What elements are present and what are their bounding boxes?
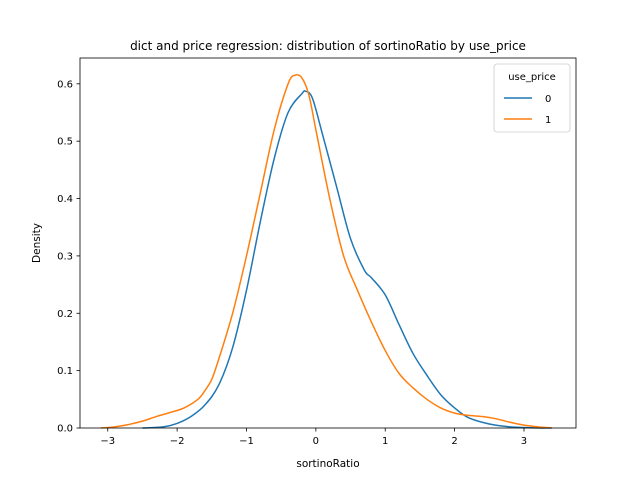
x-tick-label: −3	[100, 436, 115, 447]
x-tick-label: −1	[239, 436, 254, 447]
series-line-0	[142, 89, 552, 429]
plot-frame	[79, 57, 577, 429]
x-tick-label: 1	[382, 436, 388, 447]
x-axis-label: sortinoRatio	[296, 458, 359, 470]
chart-title: dict and price regression: distribution …	[130, 39, 526, 53]
x-tick-label: 2	[451, 436, 457, 447]
y-tick-label: 0.1	[57, 366, 73, 377]
y-tick-label: 0.4	[57, 194, 73, 205]
x-tick-label: 3	[521, 436, 527, 447]
y-tick-label: 0.5	[57, 137, 73, 148]
legend-label-1: 1	[545, 115, 551, 126]
y-axis-ticks: 0.0 0.1 0.2 0.3 0.4 0.5 0.6	[57, 79, 80, 435]
legend: use_price 0 1	[493, 63, 571, 133]
x-tick-label: −2	[170, 436, 185, 447]
series-line-1	[100, 74, 552, 429]
x-tick-label: 0	[313, 436, 319, 447]
legend-title: use_price	[508, 72, 556, 83]
y-axis-label: Density	[31, 223, 43, 263]
y-tick-label: 0.2	[57, 309, 73, 320]
y-tick-label: 0.0	[57, 424, 73, 435]
y-tick-label: 0.3	[57, 251, 73, 262]
plot-lines	[100, 74, 552, 429]
legend-label-0: 0	[545, 94, 551, 105]
y-tick-label: 0.6	[57, 79, 73, 90]
x-axis-ticks: −3 −2 −1 0 1 2 3	[100, 428, 527, 447]
